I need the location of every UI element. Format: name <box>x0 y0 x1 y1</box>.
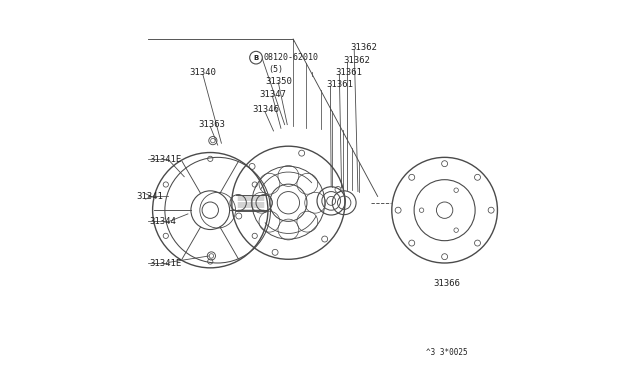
Text: 31347: 31347 <box>260 90 287 99</box>
Text: 31344: 31344 <box>150 217 177 226</box>
Text: 31366: 31366 <box>433 279 460 288</box>
Text: 31340: 31340 <box>189 68 216 77</box>
Text: 31341E: 31341E <box>150 259 182 268</box>
Text: 31363: 31363 <box>198 120 225 129</box>
Text: 31362: 31362 <box>351 43 378 52</box>
Text: 31346: 31346 <box>252 105 279 114</box>
Text: 31362: 31362 <box>343 56 370 65</box>
Text: (5): (5) <box>269 65 284 74</box>
Text: 31361: 31361 <box>326 80 353 89</box>
Text: 31341: 31341 <box>136 192 163 201</box>
Text: 08120-62010: 08120-62010 <box>264 53 319 62</box>
Text: 31341E: 31341E <box>150 155 182 164</box>
Text: 31361: 31361 <box>335 68 362 77</box>
Text: 31350: 31350 <box>265 77 292 86</box>
Text: ^3 3*0025: ^3 3*0025 <box>426 348 468 357</box>
Text: B: B <box>253 55 259 61</box>
